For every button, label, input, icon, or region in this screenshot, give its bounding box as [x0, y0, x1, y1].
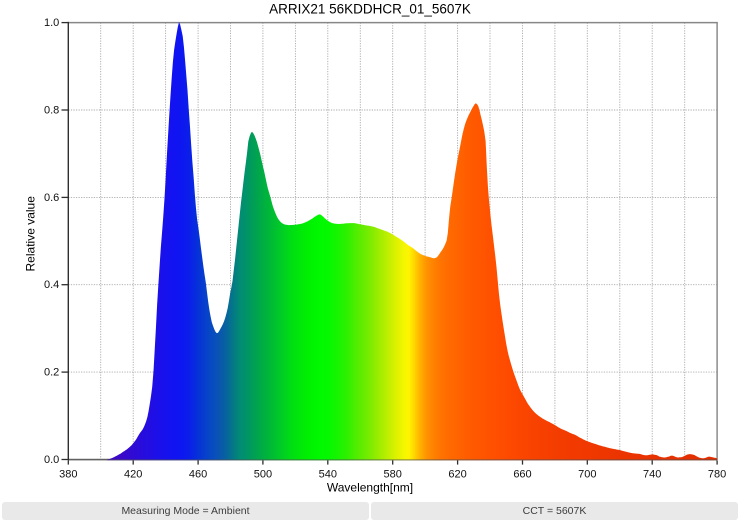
- svg-text:Wavelength[nm]: Wavelength[nm]: [327, 481, 413, 495]
- svg-text:0.2: 0.2: [44, 367, 59, 379]
- svg-text:ARRIX21 56KDDHCR_01_5607K: ARRIX21 56KDDHCR_01_5607K: [269, 2, 471, 17]
- svg-text:660: 660: [513, 469, 531, 481]
- svg-text:420: 420: [124, 469, 142, 481]
- svg-text:0.0: 0.0: [44, 454, 59, 466]
- svg-text:740: 740: [643, 469, 661, 481]
- svg-text:780: 780: [708, 469, 726, 481]
- svg-text:700: 700: [578, 469, 596, 481]
- svg-text:580: 580: [384, 469, 402, 481]
- svg-text:1.0: 1.0: [44, 17, 59, 29]
- svg-text:540: 540: [319, 469, 337, 481]
- svg-text:0.8: 0.8: [44, 105, 59, 117]
- svg-text:0.6: 0.6: [44, 192, 59, 204]
- svg-text:Relative value: Relative value: [24, 196, 38, 272]
- svg-text:460: 460: [189, 469, 207, 481]
- svg-text:380: 380: [59, 469, 77, 481]
- svg-text:620: 620: [448, 469, 466, 481]
- svg-text:500: 500: [254, 469, 272, 481]
- svg-text:0.4: 0.4: [44, 279, 59, 291]
